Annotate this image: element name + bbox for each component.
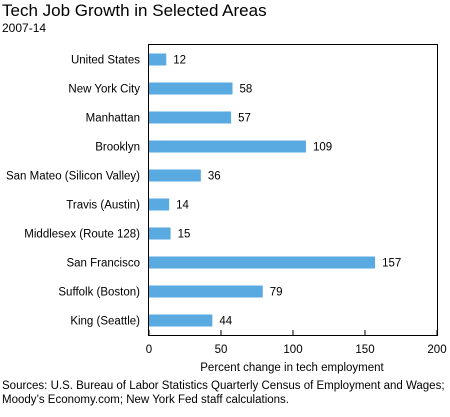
bar bbox=[149, 53, 167, 66]
category-label: San Mateo (Silicon Valley) bbox=[6, 171, 140, 183]
category-label: King (Seattle) bbox=[70, 316, 140, 328]
value-label: 14 bbox=[176, 200, 189, 212]
x-tick-label: 50 bbox=[215, 344, 228, 356]
value-label: 79 bbox=[270, 287, 283, 299]
bar bbox=[149, 256, 376, 269]
x-tick-label: 0 bbox=[146, 344, 152, 356]
x-tick-label: 150 bbox=[355, 344, 374, 356]
source-note: Sources: U.S. Bureau of Labor Statistics… bbox=[2, 380, 445, 406]
category-label: New York City bbox=[68, 84, 140, 96]
category-label: Suffolk (Boston) bbox=[58, 287, 140, 299]
value-label: 58 bbox=[240, 84, 253, 96]
bar bbox=[149, 111, 232, 124]
x-tick-label: 200 bbox=[427, 344, 446, 356]
bar bbox=[149, 198, 170, 211]
chart-title: Tech Job Growth in Selected Areas bbox=[2, 1, 267, 20]
value-label: 44 bbox=[219, 316, 232, 328]
category-label: United States bbox=[71, 55, 140, 67]
category-label: Manhattan bbox=[86, 113, 140, 125]
value-label: 109 bbox=[313, 142, 332, 154]
chart-subtitle: 2007-14 bbox=[2, 21, 47, 35]
value-label: 15 bbox=[178, 229, 191, 241]
category-label: Brooklyn bbox=[95, 142, 140, 154]
bar bbox=[149, 314, 213, 327]
bar-chart: United States 12 New York City 58 Manhattan 5… bbox=[6, 44, 447, 374]
x-axis-label: Percent change in tech employment bbox=[200, 362, 384, 374]
category-label: Middlesex (Route 128) bbox=[24, 229, 140, 241]
value-label: 57 bbox=[238, 113, 251, 125]
bar bbox=[149, 82, 233, 95]
category-label: San Francisco bbox=[66, 258, 140, 270]
bar bbox=[149, 140, 306, 153]
x-tick-label: 100 bbox=[283, 344, 302, 356]
value-label: 36 bbox=[208, 171, 221, 183]
plot-frame bbox=[148, 44, 438, 336]
bar bbox=[149, 285, 263, 298]
value-label: 12 bbox=[173, 55, 186, 67]
value-label: 157 bbox=[382, 258, 401, 270]
category-label: Travis (Austin) bbox=[66, 200, 140, 212]
bar bbox=[149, 227, 171, 240]
bar bbox=[149, 169, 201, 182]
